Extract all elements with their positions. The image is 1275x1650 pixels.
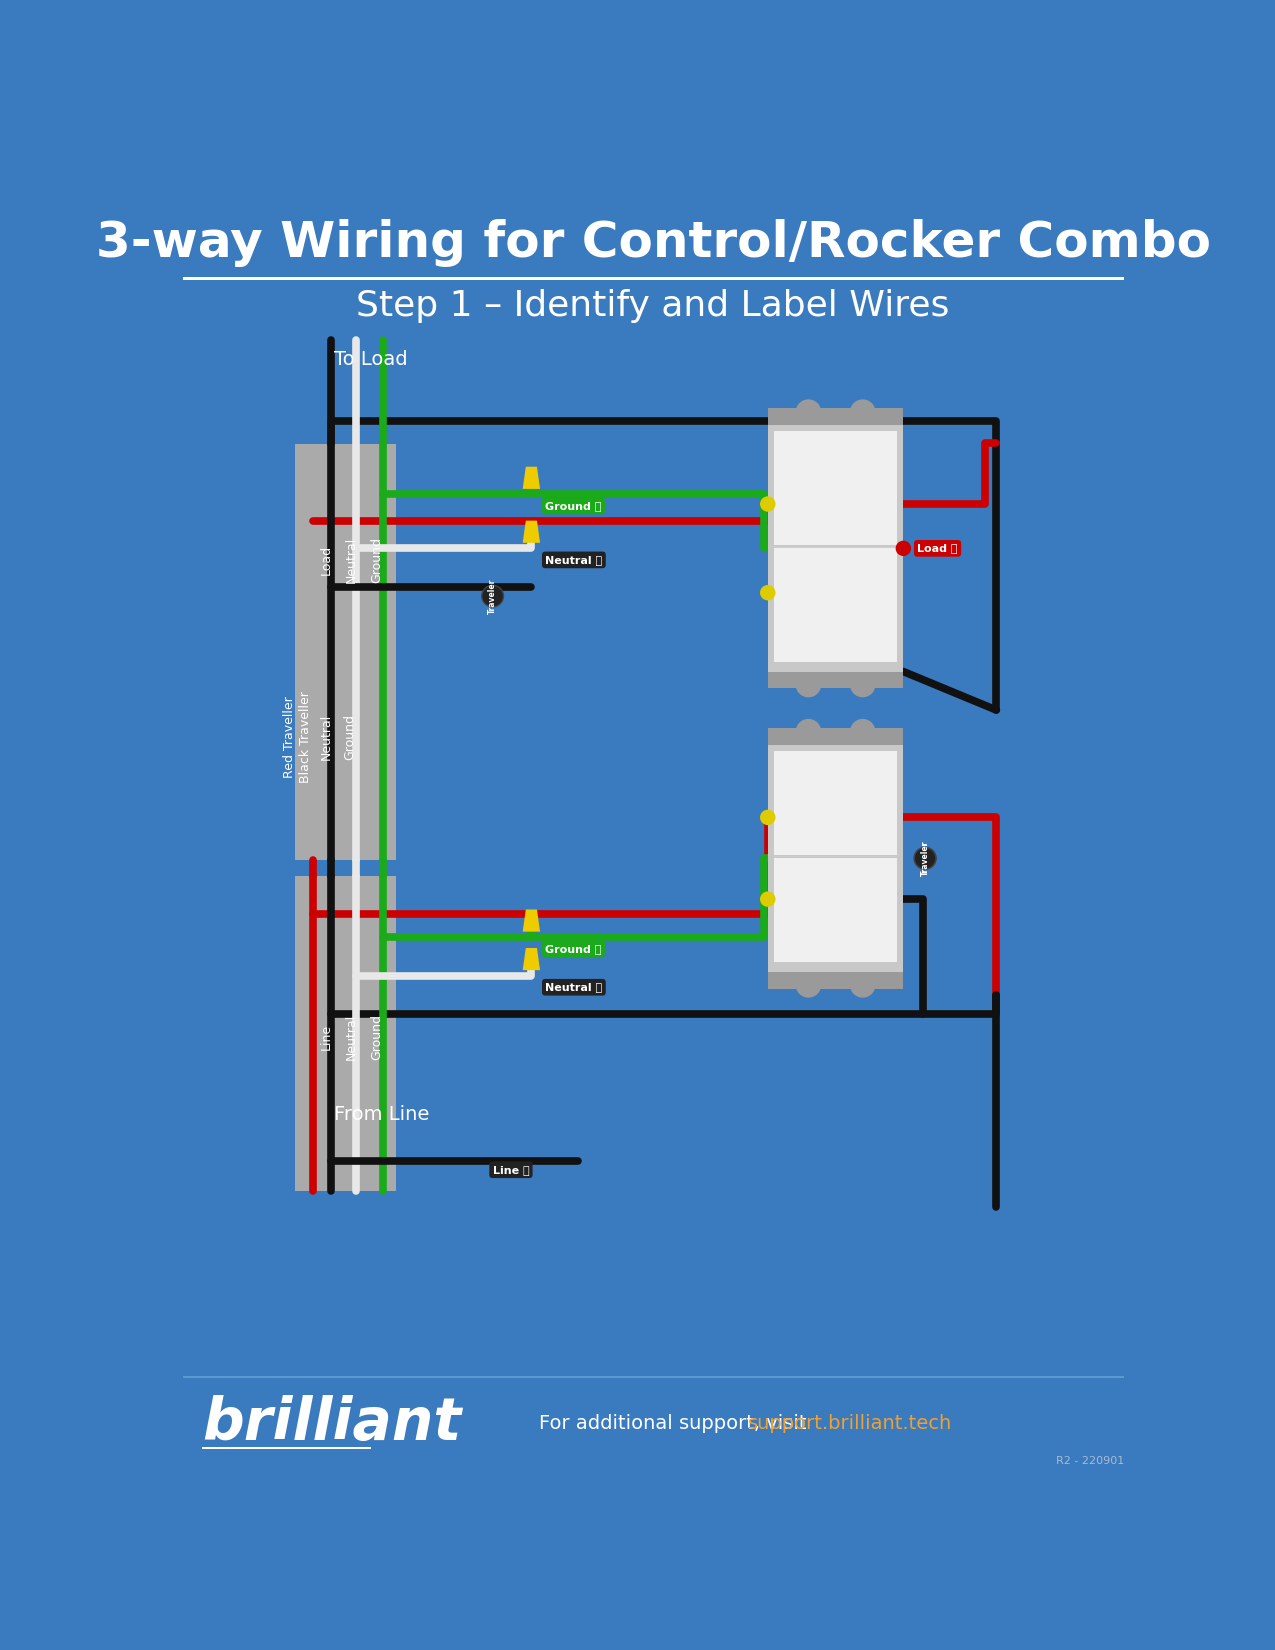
Circle shape (850, 399, 876, 424)
Text: Load: Load (320, 544, 333, 574)
Circle shape (760, 497, 775, 512)
Text: From Line: From Line (334, 1106, 430, 1124)
Text: Neutral ⓘ: Neutral ⓘ (546, 554, 603, 564)
Bar (295, 876, 395, 1191)
Text: Neutral: Neutral (346, 1015, 358, 1061)
Text: Ground ⓘ: Ground ⓘ (546, 944, 602, 954)
Circle shape (796, 719, 821, 744)
Polygon shape (523, 467, 541, 488)
Text: Traveler: Traveler (488, 579, 497, 614)
Circle shape (796, 399, 821, 424)
Text: Ground ⓘ: Ground ⓘ (546, 502, 602, 512)
Circle shape (895, 541, 912, 556)
Text: Load ⓘ: Load ⓘ (917, 543, 958, 553)
Text: Traveler: Traveler (921, 840, 929, 876)
Bar (768, 426, 904, 672)
Bar (768, 744, 904, 972)
Bar (295, 444, 395, 860)
Bar (182, 1376, 1125, 1378)
Circle shape (760, 586, 775, 601)
Polygon shape (523, 909, 541, 932)
Circle shape (796, 672, 821, 698)
Text: Line ⓘ: Line ⓘ (492, 1165, 529, 1175)
Bar (774, 858, 898, 962)
Bar (768, 408, 904, 432)
Circle shape (796, 972, 821, 998)
Text: Line: Line (320, 1025, 333, 1051)
Circle shape (850, 719, 876, 744)
Circle shape (850, 972, 876, 998)
Text: support.brilliant.tech: support.brilliant.tech (748, 1414, 952, 1434)
Bar (201, 1447, 371, 1449)
Bar (182, 277, 1125, 279)
Text: Ground: Ground (370, 536, 382, 582)
Bar (774, 431, 898, 544)
Polygon shape (523, 949, 541, 970)
Circle shape (760, 891, 775, 908)
Text: brilliant: brilliant (201, 1396, 462, 1452)
Circle shape (760, 810, 775, 825)
Text: Ground: Ground (370, 1015, 382, 1061)
Text: Neutral: Neutral (346, 536, 358, 582)
Circle shape (914, 848, 936, 870)
Bar (768, 728, 904, 751)
Text: To Load: To Load (334, 350, 408, 370)
Bar (774, 548, 898, 662)
Text: Neutral ⓘ: Neutral ⓘ (546, 982, 603, 992)
Bar (768, 665, 904, 688)
Text: Step 1 – Identify and Label Wires: Step 1 – Identify and Label Wires (356, 289, 950, 323)
Bar (768, 965, 904, 988)
Text: Traveler: Traveler (921, 840, 929, 876)
Polygon shape (523, 521, 541, 543)
Bar (774, 751, 898, 855)
Text: For additional support, visit: For additional support, visit (539, 1414, 813, 1434)
Text: Red Traveller: Red Traveller (283, 696, 296, 777)
Circle shape (850, 672, 876, 698)
Circle shape (482, 586, 504, 607)
Text: Black Traveller: Black Traveller (298, 691, 311, 784)
Text: Neutral: Neutral (320, 714, 333, 761)
Text: Ground: Ground (343, 714, 356, 761)
Circle shape (914, 848, 936, 870)
Text: R2 - 220901: R2 - 220901 (1056, 1455, 1125, 1465)
Text: 3-way Wiring for Control/Rocker Combo: 3-way Wiring for Control/Rocker Combo (96, 219, 1210, 267)
